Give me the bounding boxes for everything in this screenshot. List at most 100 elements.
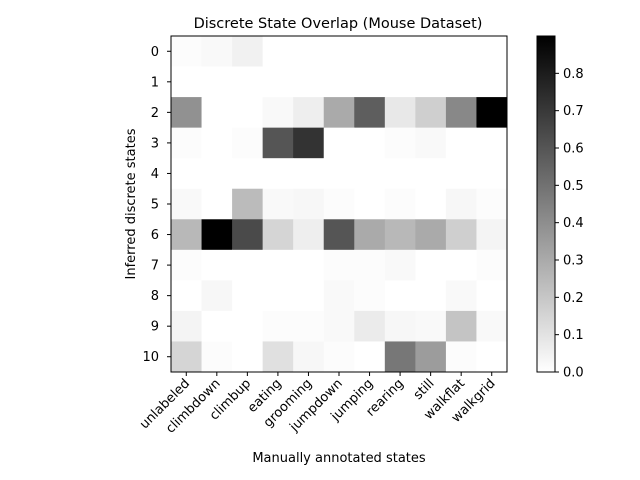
heatmap-cell (323, 36, 355, 67)
heatmap-cell (476, 188, 508, 220)
heatmap-cell (323, 219, 355, 251)
chart-title: Discrete State Overlap (Mouse Dataset) (194, 16, 483, 32)
heatmap-cell (201, 36, 233, 67)
heatmap-cell (262, 341, 294, 373)
heatmap-cell (415, 66, 447, 98)
heatmap-cell (354, 188, 386, 220)
heatmap-cell (171, 36, 202, 67)
heatmap-cell (354, 66, 386, 98)
heatmap-cell (293, 219, 325, 251)
heatmap-cell (171, 310, 202, 342)
colorbar-tick-label: 0.4 (563, 216, 584, 231)
heatmap-cell (476, 36, 508, 67)
y-tick-label: 1 (151, 75, 159, 90)
heatmap-cell (232, 341, 264, 373)
heatmap-cell (262, 36, 294, 67)
heatmap-cell (323, 127, 355, 159)
heatmap-cell (323, 280, 355, 312)
y-tick-label: 6 (151, 228, 159, 243)
heatmap-cells (171, 36, 508, 373)
heatmap-cell (445, 188, 477, 220)
heatmap-cell (354, 158, 386, 190)
heatmap-cell (415, 249, 447, 281)
heatmap-cell (293, 341, 325, 373)
y-tick-label: 10 (142, 350, 159, 365)
y-tick-label: 8 (151, 289, 159, 304)
y-tick-label: 2 (151, 106, 159, 121)
heatmap-cell (262, 280, 294, 312)
heatmap-cell (201, 66, 233, 98)
y-tick-label: 0 (151, 45, 159, 60)
heatmap-cell (201, 310, 233, 342)
heatmap-cell (476, 158, 508, 190)
colorbar-tick-label: 0.5 (563, 179, 584, 194)
y-tick-label: 5 (151, 198, 159, 213)
heatmap-cell (171, 280, 202, 312)
heatmap-cell (445, 341, 477, 373)
heatmap-cell (476, 310, 508, 342)
heatmap-cell (201, 249, 233, 281)
heatmap-cell (476, 280, 508, 312)
heatmap-cell (262, 249, 294, 281)
heatmap-cell (323, 310, 355, 342)
heatmap-cell (445, 310, 477, 342)
heatmap-cell (232, 249, 264, 281)
heatmap-cell (415, 219, 447, 251)
heatmap-cell (415, 127, 447, 159)
colorbar-tick-label: 0.3 (563, 254, 584, 269)
heatmap-cell (354, 310, 386, 342)
heatmap-cell (354, 127, 386, 159)
heatmap-cell (476, 97, 508, 129)
heatmap-cell (415, 341, 447, 373)
heatmap-cell (171, 66, 202, 98)
colorbar (536, 35, 556, 373)
heatmap-cell (445, 66, 477, 98)
heatmap-cell (354, 219, 386, 251)
heatmap-cell (262, 310, 294, 342)
heatmap-cell (445, 249, 477, 281)
heatmap-cell (201, 97, 233, 129)
heatmap-cell (323, 249, 355, 281)
heatmap-cell (354, 249, 386, 281)
heatmap-cell (384, 66, 416, 98)
heatmap-cell (445, 280, 477, 312)
y-axis-label: Inferred discrete states (124, 128, 139, 279)
heatmap-cell (293, 249, 325, 281)
heatmap-cell (384, 341, 416, 373)
heatmap-cell (232, 66, 264, 98)
heatmap-cell (293, 158, 325, 190)
heatmap-cell (323, 66, 355, 98)
heatmap-cell (323, 341, 355, 373)
heatmap-cell (415, 158, 447, 190)
heatmap-cell (445, 127, 477, 159)
heatmap-cell (323, 158, 355, 190)
heatmap-cell (354, 341, 386, 373)
heatmap-cell (445, 219, 477, 251)
heatmap-cell (415, 97, 447, 129)
heatmap-cell (171, 249, 202, 281)
heatmap-cell (293, 127, 325, 159)
heatmap-cell (201, 280, 233, 312)
x-axis-label: Manually annotated states (252, 451, 426, 466)
heatmap-cell (415, 310, 447, 342)
heatmap-cell (171, 158, 202, 190)
colorbar-tick-label: 0.0 (563, 366, 584, 381)
y-tick-label: 7 (151, 259, 159, 274)
heatmap-cell (262, 97, 294, 129)
heatmap-cell (171, 219, 202, 251)
heatmap-cell (262, 219, 294, 251)
heatmap-cell (293, 280, 325, 312)
heatmap-cell (232, 219, 264, 251)
heatmap-cell (232, 97, 264, 129)
heatmap-cell (171, 188, 202, 220)
heatmap-cell (323, 97, 355, 129)
heatmap-cell (201, 219, 233, 251)
colorbar-tick-label: 0.6 (563, 142, 584, 157)
heatmap-cell (201, 188, 233, 220)
heatmap-cell (384, 127, 416, 159)
heatmap-cell (415, 36, 447, 67)
y-tick-label: 9 (151, 320, 159, 335)
heatmap-cell (384, 280, 416, 312)
x-axis-ticks: unlabeledclimbdownclimbupeatinggroomingj… (137, 372, 499, 437)
